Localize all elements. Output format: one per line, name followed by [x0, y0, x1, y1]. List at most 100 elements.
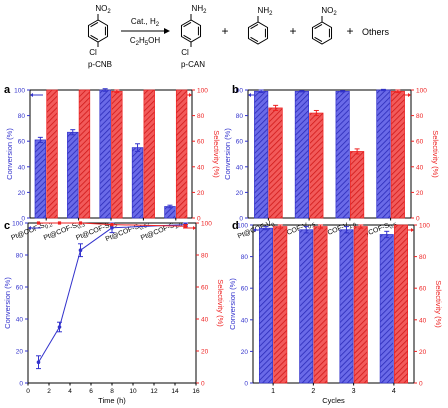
aniline-top-group-main: NH	[258, 6, 270, 15]
x-tick-label: 14	[171, 388, 179, 395]
selectivity-point	[57, 221, 62, 225]
conversion-axis-arrow-head	[253, 228, 256, 232]
condition-bottom-part: H	[139, 36, 145, 45]
aniline-top-group: NH2	[258, 6, 274, 17]
panel-letter: c	[4, 220, 10, 232]
selectivity-point	[183, 224, 188, 228]
product-top-group-main: NH	[192, 4, 204, 13]
selectivity-bar	[268, 107, 283, 219]
y-right-tick-label: 80	[201, 253, 209, 260]
product-top-group-sub: 2	[203, 9, 207, 15]
y-right-tick-label: 60	[201, 285, 209, 292]
conversion-bar	[258, 227, 273, 384]
plus-sign-2: +	[289, 24, 296, 38]
selectivity-axis-arrow-head	[189, 93, 192, 97]
selectivity-bar	[143, 89, 155, 219]
x-tick-label-sub: 1.0	[348, 222, 357, 230]
x-tick-label-sub: 0.5	[389, 222, 398, 230]
x-tick-label: 8	[110, 388, 114, 395]
panel-letter: a	[4, 84, 11, 96]
conversion-axis-arrow-head	[28, 226, 31, 230]
y-left-tick-label: 20	[16, 349, 24, 356]
reactant-double-bond	[90, 34, 99, 41]
selectivity-bar	[309, 112, 324, 219]
y-left-tick-label: 100	[232, 88, 243, 95]
conversion-point	[78, 248, 83, 252]
conversion-point	[110, 226, 114, 230]
reactant-top-group-sub: 2	[107, 9, 111, 15]
y-right-tick-label: 20	[201, 349, 209, 356]
selectivity-axis-arrow-head	[408, 93, 411, 97]
y-right-tick-label: 80	[197, 113, 205, 120]
x-tick-label-sub: 0.5	[109, 222, 118, 230]
y-left-tick-label: 0	[244, 381, 248, 388]
y-right-axis-label: Selectivity (%)	[212, 130, 221, 178]
x-tick-label: 2	[311, 388, 315, 395]
plus-sign-3: +	[346, 24, 353, 38]
reactant-double-bond	[90, 21, 99, 28]
aniline-ring	[247, 21, 269, 45]
nitrobenzene-double-bond	[314, 23, 323, 30]
condition-bottom-part: C	[130, 36, 136, 45]
nitrobenzene-top-group-sub: 2	[333, 11, 337, 17]
y-right-tick-label: 60	[416, 139, 424, 146]
y-right-tick-label: 80	[416, 113, 424, 120]
panel-letter: d	[232, 220, 239, 232]
x-axis-label: Cycles	[322, 396, 345, 405]
aniline-double-bond	[250, 23, 259, 30]
selectivity-bar	[175, 89, 188, 219]
reactant-top-group: NO2	[95, 4, 111, 15]
condition-bottom: C2H5OH	[130, 36, 160, 47]
y-left-tick-label: 60	[16, 285, 24, 292]
product-ring	[180, 19, 202, 43]
y-left-tick-label: 40	[241, 317, 249, 324]
reaction-arrow-head	[164, 28, 170, 34]
conversion-bar	[335, 90, 350, 219]
selectivity-point	[110, 223, 114, 227]
y-right-tick-label: 0	[197, 216, 201, 223]
y-right-tick-label: 60	[197, 139, 205, 146]
y-right-axis-label: Selectivity (%)	[431, 130, 440, 178]
conversion-bar	[67, 131, 79, 219]
x-axis-label: Time (h)	[98, 396, 126, 405]
condition-top-part: 2	[156, 22, 160, 28]
conversion-axis-arrow-head	[248, 93, 251, 97]
x-tick-label: 16	[192, 388, 200, 395]
conversion-bar	[379, 234, 394, 384]
x-tick-label-sub: 0	[271, 222, 276, 229]
selectivity-bar	[46, 89, 58, 219]
y-left-axis-label: Conversion (%)	[5, 128, 14, 180]
y-right-axis-label: Selectivity (%)	[434, 280, 443, 328]
y-left-tick-label: 60	[241, 286, 249, 293]
y-left-tick-label: 20	[18, 190, 26, 197]
y-left-tick-label: 100	[14, 88, 25, 95]
plot-frame	[252, 224, 415, 384]
plot-frame	[27, 222, 197, 384]
conversion-point	[57, 325, 62, 329]
y-left-tick-label: 60	[236, 139, 244, 146]
y-left-tick-label: 0	[239, 216, 243, 223]
y-left-tick-label: 40	[236, 164, 244, 171]
conversion-bar	[339, 229, 354, 384]
x-tick-label-sub: 0.67	[139, 222, 151, 232]
panel-letter: b	[232, 84, 239, 96]
others-label: Others	[362, 27, 390, 37]
y-left-tick-label: 0	[21, 216, 25, 223]
y-right-tick-label: 80	[419, 254, 427, 261]
nitrobenzene-ring	[311, 21, 333, 45]
plot-frame	[247, 89, 412, 219]
conversion-line	[38, 224, 186, 363]
selectivity-bar	[394, 224, 409, 384]
reactant-ring	[87, 19, 109, 43]
aniline-top-group-sub: 2	[269, 11, 273, 17]
y-right-tick-label: 40	[201, 317, 209, 324]
y-left-axis-label: Conversion (%)	[3, 277, 12, 329]
selectivity-bar	[313, 226, 328, 384]
panel-a-chart: 0 0 20 20 40 40 60 60 80 80 100 100 Conversion (%) Se…	[4, 84, 221, 243]
conversion-bar	[299, 229, 314, 384]
x-tick-label: 1	[271, 388, 275, 395]
condition-bottom-part: 5	[145, 41, 149, 47]
x-tick-label-sub: 0.5	[307, 222, 316, 230]
